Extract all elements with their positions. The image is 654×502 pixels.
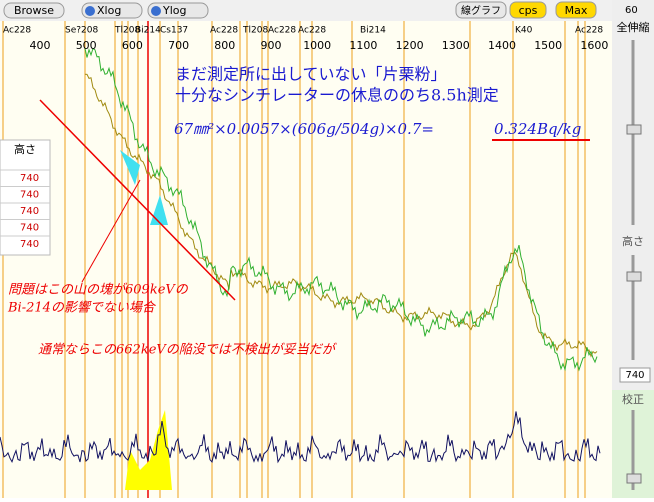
note: Bi-214の影響でない場合 — [7, 300, 157, 316]
x-label: 900 — [261, 39, 282, 52]
cyan-area — [120, 150, 140, 185]
left-table: 高さ 740 740 740 740 740 — [0, 139, 51, 256]
pointer — [81, 179, 141, 283]
row-value: 740 — [20, 239, 39, 250]
note: 問題はこの山の塊が609keVの — [8, 283, 189, 298]
x-label: 1200 — [396, 39, 424, 52]
x-label: 1600 — [580, 39, 608, 52]
title-line: 十分なシンチレーターの休息ののち8.5h測定 — [175, 86, 499, 105]
olive-curve — [84, 73, 598, 358]
formula-result: 0.324Bq/kg — [494, 120, 581, 138]
xlog-label: Xlog — [97, 4, 121, 17]
marker-lines — [2, 21, 586, 498]
peak-label: Tl208 — [242, 26, 268, 36]
x-label: 400 — [30, 39, 51, 52]
peak-label: Bi214 — [360, 26, 386, 36]
note: 通常ならこの662keVの陥没では不検出が妥当だが — [38, 343, 337, 358]
baseline-line — [39, 99, 236, 301]
peak-label: Ac228 — [268, 26, 296, 36]
browse-button[interactable] — [3, 2, 65, 19]
peak-label: Se?208 — [65, 26, 98, 36]
x-label: 1000 — [303, 39, 331, 52]
graph-mode-label: 線グラフ — [461, 4, 501, 17]
zoom-label: 全伸縮 — [617, 20, 650, 34]
row-value: 740 — [20, 223, 39, 234]
row-value: 740 — [20, 190, 39, 201]
title-line: まだ測定所に出していない「片栗粉」 — [175, 65, 447, 84]
xlog-button[interactable] — [81, 2, 143, 19]
calib-label: 校正 — [622, 392, 644, 406]
x-label: 600 — [122, 39, 143, 52]
peak-label: Tl208 — [114, 26, 140, 36]
x-label: 1300 — [442, 39, 470, 52]
zoom-value: 60 — [625, 5, 638, 16]
spectrum — [0, 47, 601, 490]
slider-thumb[interactable] — [626, 473, 642, 484]
graph-mode-button[interactable] — [455, 1, 507, 19]
x-label: 500 — [76, 39, 97, 52]
ylog-button[interactable] — [147, 2, 209, 19]
green-curve — [84, 47, 598, 372]
x-label: 1500 — [534, 39, 562, 52]
x-label: 1400 — [488, 39, 516, 52]
formula: 67㎜²×0.0057×(606g/504g)×0.7= — [174, 120, 434, 138]
height-box[interactable] — [619, 367, 651, 383]
cps-label: cps — [519, 4, 538, 17]
navy-curve — [0, 411, 601, 464]
browse-label: Browse — [14, 4, 54, 17]
x-label: 1100 — [349, 39, 377, 52]
table-header: 高さ — [14, 142, 36, 156]
row-value: 740 — [20, 173, 39, 184]
peak-label: Ac228 — [298, 26, 326, 36]
slider-thumb[interactable] — [626, 124, 642, 135]
x-label: 800 — [214, 39, 235, 52]
x-axis-labels: 400 500 600 700 800 900 1000 1100 1200 1300 1400 15… — [30, 39, 609, 52]
peak-label: Cs137 — [160, 26, 188, 36]
radio — [85, 6, 95, 16]
peak-label: Ac228 — [210, 26, 238, 36]
max-button[interactable] — [555, 1, 597, 19]
cps-button[interactable] — [509, 1, 547, 19]
slider-thumb[interactable] — [626, 271, 642, 282]
height-label: 高さ — [622, 234, 644, 248]
x-label: 700 — [168, 39, 189, 52]
ylog-label: Ylog — [162, 4, 187, 17]
row-value: 740 — [20, 206, 39, 217]
radio — [151, 6, 161, 16]
peak-label: Ac228 — [575, 26, 603, 36]
peak-label: K40 — [515, 26, 533, 36]
peak-label: Ac228 — [3, 26, 31, 36]
height-value: 740 — [625, 370, 644, 381]
max-label: Max — [565, 4, 588, 17]
peak-label: Bi214 — [135, 26, 161, 36]
